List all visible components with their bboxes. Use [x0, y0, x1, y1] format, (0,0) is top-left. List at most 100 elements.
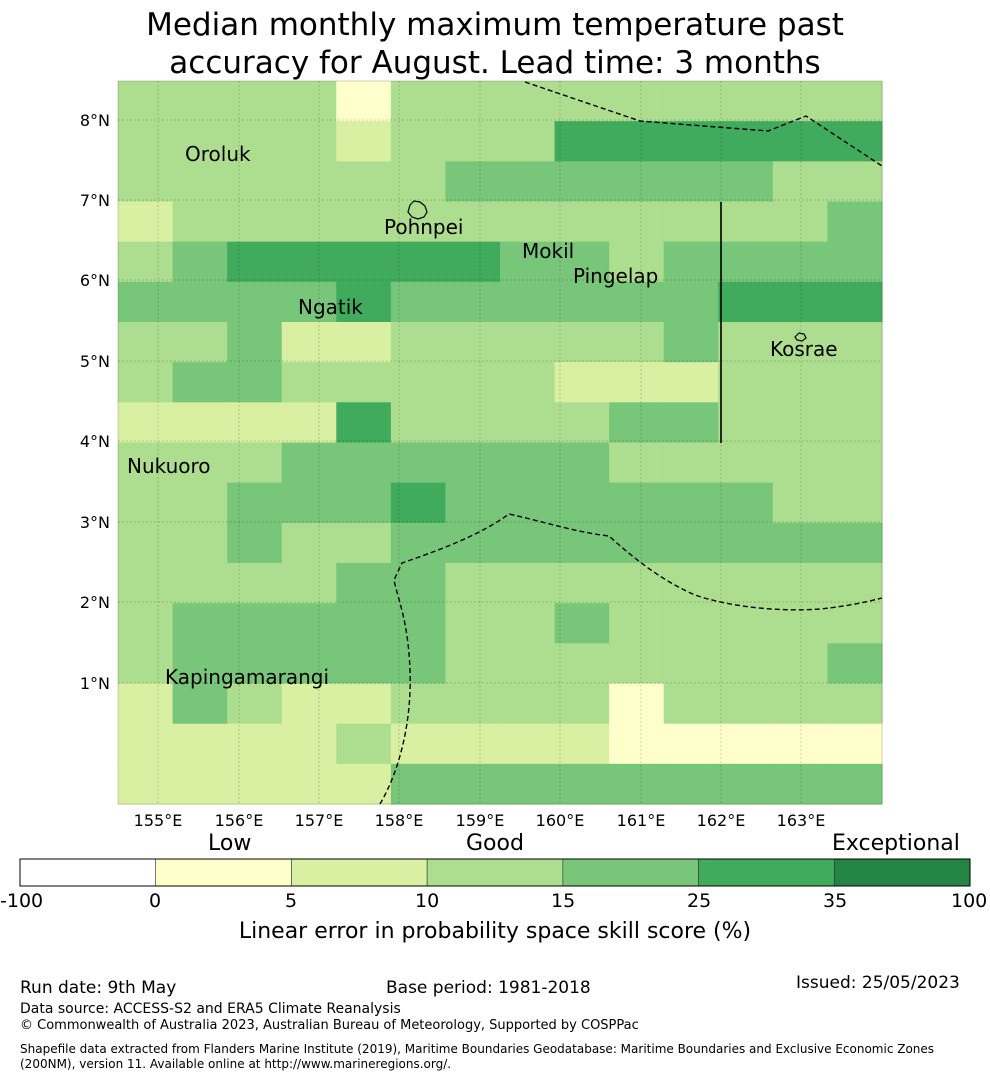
grid-cell: [336, 482, 392, 524]
grid-cell: [227, 683, 283, 725]
lon-tick-160e: 160°E: [536, 811, 585, 830]
colorbar-tick-10: 10: [415, 890, 440, 912]
grid-cell: [390, 563, 446, 604]
grid-cell: [281, 683, 337, 725]
copyright: © Commonwealth of Australia 2023, Austra…: [20, 1018, 639, 1033]
grid-cell: [500, 121, 556, 162]
grid-cell: [390, 683, 446, 725]
grid-cell: [390, 643, 446, 684]
title-line-2: accuracy for August. Lead time: 3 months: [169, 45, 821, 81]
grid-cell: [718, 603, 774, 644]
grid-cell: [390, 201, 446, 243]
grid-cell: [663, 563, 719, 604]
grid-cell: [609, 442, 665, 484]
data-source: Data source: ACCESS-S2 and ERA5 Climate …: [20, 1001, 401, 1017]
grid-cell: [500, 723, 556, 765]
lon-tick-155e: 155°E: [134, 811, 183, 830]
grid-cell: [609, 81, 665, 122]
grid-cell: [500, 201, 556, 243]
grid-cell: [445, 482, 501, 524]
grid-cell: [227, 281, 283, 323]
grid-cell: [772, 563, 828, 604]
base-period: Base period: 1981-2018: [386, 978, 591, 998]
grid-cell: [172, 442, 228, 484]
grid-cell: [554, 322, 610, 363]
grid-cell: [118, 683, 174, 725]
grid-cell: [827, 482, 883, 524]
grid-cell: [336, 281, 392, 323]
grid-cell: [772, 362, 828, 403]
grid-cell: [772, 723, 828, 765]
kosrae-island-icon: [794, 332, 807, 342]
grid-cell: [336, 522, 392, 564]
grid-cell: [118, 763, 174, 805]
grid-cell: [118, 563, 174, 604]
grid-cell: [609, 281, 665, 323]
grid-cell: [772, 201, 828, 243]
grid-cell: [227, 442, 283, 484]
grid-cell: [827, 563, 883, 604]
grid-cell: [281, 482, 337, 524]
map-frame: [117, 80, 883, 805]
lat-tick-8n: 8°N: [80, 111, 110, 130]
grid-cell: [336, 81, 392, 122]
lon-tick-158e: 158°E: [375, 811, 424, 830]
grid-cell: [609, 723, 665, 765]
eez-boundary-south: [379, 513, 883, 805]
grid-cell: [500, 281, 556, 323]
grid-cell: [118, 482, 174, 524]
colorbar: [19, 858, 971, 887]
lat-tick-2n: 2°N: [80, 593, 110, 612]
grid-cell: [118, 281, 174, 323]
grid-cell: [663, 522, 719, 564]
grid-cell: [336, 683, 392, 725]
grid-cell: [227, 241, 283, 283]
grid-cell: [390, 161, 446, 202]
grid-cell: [663, 402, 719, 443]
grid-cell: [554, 241, 610, 283]
place-label-ngatik: Ngatik: [298, 295, 363, 319]
colorbar-segment: [698, 858, 835, 887]
grid-cell: [554, 683, 610, 725]
grid-cell: [500, 362, 556, 403]
grid-cell: [172, 161, 228, 202]
grid-cell: [172, 281, 228, 323]
shapefile-credit: Shapefile data extracted from Flanders M…: [20, 1042, 934, 1072]
grid-cell: [827, 201, 883, 243]
grid-cell: [118, 161, 174, 202]
colorbar-category-exceptional: Exceptional: [832, 831, 960, 856]
place-label-kosrae: Kosrae: [770, 337, 838, 361]
grid-cell: [663, 442, 719, 484]
grid-cell: [390, 362, 446, 403]
colorbar-tick-minus-100: -100: [0, 890, 44, 912]
grid-cell: [827, 643, 883, 684]
grid-cell: [663, 201, 719, 243]
grid-cell: [554, 362, 610, 403]
grid-cell: [172, 482, 228, 524]
grid-cell: [609, 603, 665, 644]
lon-tick-162e: 162°E: [697, 811, 746, 830]
grid-cell: [609, 683, 665, 725]
grid-cell: [281, 362, 337, 403]
grid-cell: [554, 723, 610, 765]
grid-cell: [772, 643, 828, 684]
grid-cell: [336, 723, 392, 765]
grid-cell: [118, 603, 174, 644]
colorbar-segment: [291, 858, 428, 887]
grid-cell: [118, 643, 174, 684]
grid-cell: [281, 723, 337, 765]
eez-boundaries: [379, 81, 883, 805]
grid-cell: [554, 161, 610, 202]
grid-cell: [281, 402, 337, 443]
lat-tick-5n: 5°N: [80, 352, 110, 371]
grid-cell: [227, 161, 283, 202]
grid-cell: [663, 603, 719, 644]
grid-cell: [663, 643, 719, 684]
grid-cell: [172, 402, 228, 443]
grid-cell: [609, 522, 665, 564]
grid-cell: [554, 402, 610, 443]
pohnpei-island-icon: [407, 200, 428, 220]
grid-cell: [118, 442, 174, 484]
grid-cell: [390, 603, 446, 644]
